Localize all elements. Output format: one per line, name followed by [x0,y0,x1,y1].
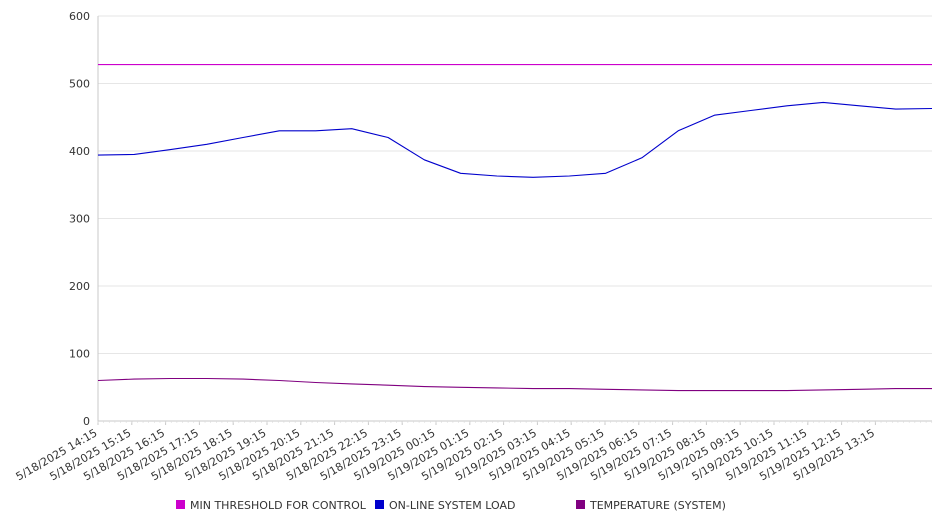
series-line-1 [97,101,933,178]
y-tick-label: 500 [69,78,90,91]
y-tick-label: 600 [69,10,90,23]
y-tick-label: 300 [69,213,90,226]
y-tick-label: 0 [83,415,90,428]
legend-swatch [576,500,585,509]
series-lines [97,64,933,392]
legend: MIN THRESHOLD FOR CONTROL ON-LINE SYSTEM … [176,499,726,512]
y-tick-label: 100 [69,348,90,361]
y-tick-label: 200 [69,280,90,293]
legend-swatch [375,500,384,509]
legend-swatch [176,500,185,509]
grid-lines [98,15,932,422]
y-tick-label: 400 [69,145,90,158]
legend-label: ON-LINE SYSTEM LOAD [389,499,515,512]
x-tick-labels: 5/18/2025 14:155/18/2025 15:155/18/2025 … [14,426,877,483]
legend-label: MIN THRESHOLD FOR CONTROL [190,499,367,512]
y-tick-labels: 0 100 200 300 400 500 600 [69,10,90,428]
axes [97,16,933,425]
legend-label: TEMPERATURE (SYSTEM) [589,499,726,512]
series-line-2 [97,377,932,392]
